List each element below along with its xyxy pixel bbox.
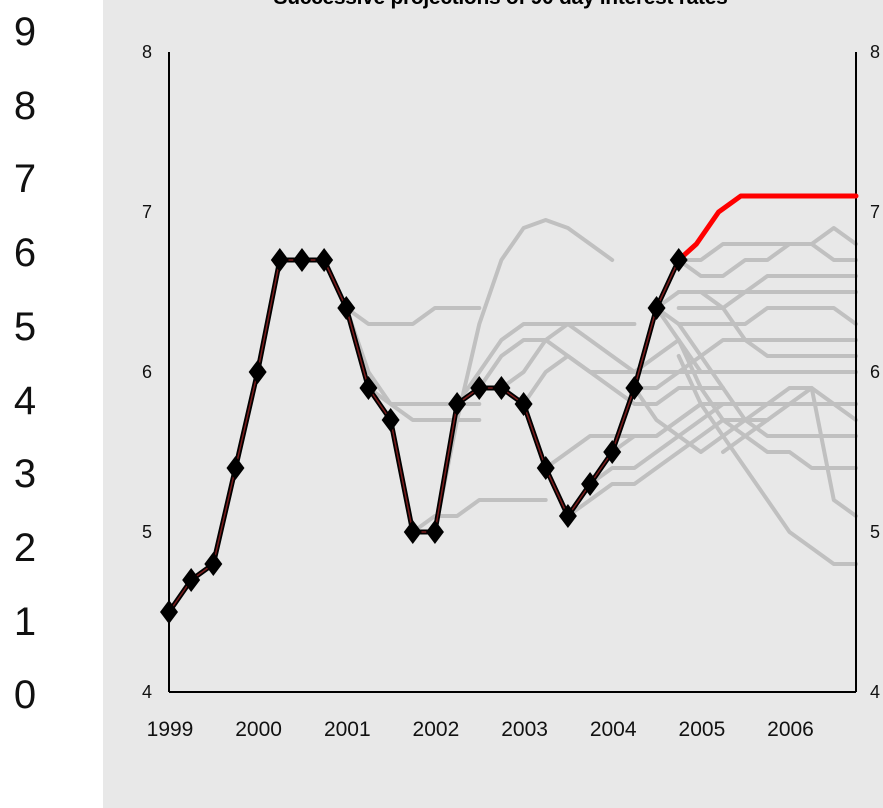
actual-point-marker bbox=[514, 392, 533, 416]
outer-axis-tick: 5 bbox=[13, 305, 37, 349]
y-tick-label-left: 4 bbox=[142, 682, 152, 702]
outer-axis-tick: 8 bbox=[13, 84, 37, 128]
x-tick-label: 2005 bbox=[679, 718, 726, 741]
past-projection-line bbox=[432, 218, 615, 534]
past-projection-line bbox=[455, 322, 637, 406]
outer-axis: 9 8 7 6 5 4 3 2 1 0 bbox=[0, 0, 60, 808]
x-tick-label: 2001 bbox=[324, 718, 371, 741]
actual-point-marker bbox=[292, 248, 311, 272]
actual-point-marker bbox=[226, 456, 245, 480]
actual-point-marker bbox=[359, 376, 378, 400]
past-projection-line bbox=[676, 274, 858, 310]
actual-point-marker bbox=[448, 392, 467, 416]
actual-point-marker bbox=[558, 504, 577, 528]
actual-point-marker bbox=[270, 248, 289, 272]
past-projection-line bbox=[565, 418, 770, 518]
y-tick-label-left: 6 bbox=[142, 362, 152, 382]
past-projection-line bbox=[676, 338, 858, 374]
actual-point-marker bbox=[381, 408, 400, 432]
actual-point-marker bbox=[248, 360, 267, 384]
actual-point-marker bbox=[470, 376, 489, 400]
actual-point-marker bbox=[182, 568, 201, 592]
latest-projection-line bbox=[676, 193, 859, 263]
actual-point-marker bbox=[160, 600, 178, 624]
past-projection-line bbox=[676, 354, 858, 566]
past-projection-line bbox=[499, 322, 703, 390]
y-tick-label-right: 6 bbox=[870, 362, 880, 382]
tick-labels-group: 1999 2000 2001 2002 2003 2004 2005 2006 4 5 6 7 8 4 5 6… bbox=[142, 42, 880, 741]
y-tick-label-left: 5 bbox=[142, 522, 152, 542]
actual-point-marker bbox=[647, 296, 666, 320]
outer-axis-tick: 9 bbox=[13, 10, 37, 54]
actual-point-marker bbox=[536, 456, 555, 480]
actual-point-marker bbox=[425, 520, 444, 544]
outer-axis-tick: 7 bbox=[13, 157, 37, 201]
axes-group bbox=[168, 52, 857, 693]
actual-point-marker bbox=[337, 296, 356, 320]
past-projection-line bbox=[654, 306, 858, 470]
outer-axis-tick: 2 bbox=[13, 526, 37, 570]
y-tick-label-left: 8 bbox=[142, 42, 152, 62]
past-projection-line bbox=[676, 306, 858, 326]
x-tick-label: 2003 bbox=[501, 718, 548, 741]
outer-axis-tick: 0 bbox=[13, 673, 37, 717]
y-tick-label-right: 7 bbox=[870, 202, 880, 222]
y-tick-label-right: 8 bbox=[870, 42, 880, 62]
past-projection-line bbox=[410, 498, 548, 534]
x-tick-label: 2004 bbox=[590, 718, 637, 741]
actual-point-marker bbox=[581, 472, 600, 496]
actual-point-marker bbox=[492, 376, 511, 400]
actual-point-marker bbox=[204, 552, 223, 576]
outer-axis-tick: 1 bbox=[13, 600, 37, 644]
past-projection-line bbox=[676, 226, 858, 278]
outer-axis-tick: 3 bbox=[13, 452, 37, 496]
y-tick-label-right: 5 bbox=[870, 522, 880, 542]
x-tick-label: 2006 bbox=[767, 718, 814, 741]
x-tick-label: 1999 bbox=[147, 718, 194, 741]
past-projection-line bbox=[676, 242, 858, 262]
outer-axis-tick: 6 bbox=[13, 231, 37, 275]
x-tick-label: 2002 bbox=[413, 718, 460, 741]
past-projections-group bbox=[322, 218, 858, 566]
y-tick-label-left: 7 bbox=[142, 202, 152, 222]
latest-projection-group bbox=[676, 193, 859, 263]
x-tick-label: 2000 bbox=[235, 718, 282, 741]
outer-axis-tick: 4 bbox=[13, 379, 37, 423]
past-projection-line bbox=[366, 386, 482, 422]
past-projection-line bbox=[521, 354, 725, 406]
chart-title: Successive projections of 90 day interes… bbox=[103, 0, 883, 10]
actual-point-marker bbox=[625, 376, 644, 400]
actual-point-marker bbox=[315, 248, 334, 272]
past-projection-line bbox=[721, 386, 858, 518]
actual-point-marker bbox=[669, 248, 688, 272]
actual-series-group bbox=[160, 248, 688, 624]
actual-point-marker bbox=[403, 520, 422, 544]
y-tick-label-right: 4 bbox=[870, 682, 880, 702]
actual-point-marker bbox=[603, 440, 622, 464]
